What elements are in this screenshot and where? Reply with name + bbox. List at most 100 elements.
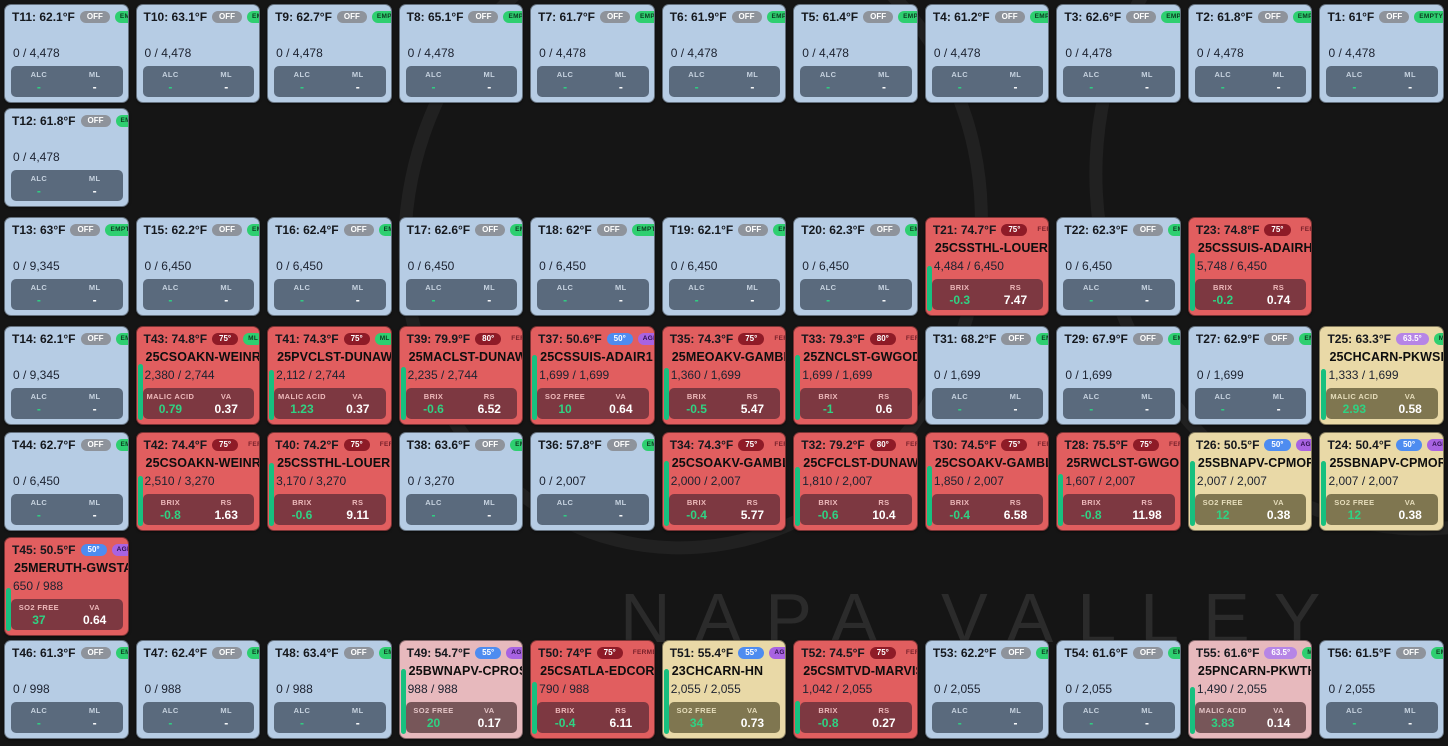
tank-card-T21[interactable]: T21: 74.7°F 75° FERMENTING 25CSSTHL-LOUER2 4… <box>924 217 1050 316</box>
stat-label: ML <box>1141 69 1153 79</box>
stat-alc: ALC - <box>11 392 67 416</box>
card-header: T44: 62.7°F OFF EMPTY <box>5 433 128 452</box>
volume-reading: 0 / 9,345 <box>13 259 60 273</box>
stat-label: ML <box>1272 391 1285 401</box>
fill-level-indicator <box>400 367 406 420</box>
status-badge: EMPTY <box>766 11 786 23</box>
temp-setpoint-pill: OFF <box>1132 646 1163 660</box>
stat-label: ML <box>88 705 101 715</box>
tank-card-T30[interactable]: T30: 74.5°F 75° FERMENTING 25CSOAKV-GAMBLEB… <box>924 432 1050 531</box>
card-header: T53: 62.2°F OFF EMPTY <box>926 641 1049 660</box>
tank-title: T9: 62.7°F <box>275 10 332 24</box>
tank-card-T32[interactable]: T32: 79.2°F 80° FERMENTING 25CFCLST-DUNAWEA… <box>793 432 918 531</box>
stats-footer: ALC - ML - <box>537 65 649 97</box>
tank-card-T33[interactable]: T33: 79.3°F 80° FERMENTING 25ZNCLST-GWGODWA… <box>793 326 918 425</box>
stat-label: ML <box>220 705 233 715</box>
stat-label: ML <box>615 69 627 79</box>
volume-reading: 0 / 2,055 <box>1328 682 1376 696</box>
tank-card-T35[interactable]: T35: 74.3°F 75° FERMENTING 25MEOAKV-GAMBLE 1… <box>661 326 787 425</box>
card-header: T28: 75.5°F 75° FERMENTING <box>1057 433 1180 452</box>
tank-card-T39[interactable]: T39: 79.9°F 80° FERMENTING 25MACLST-DUNAWEA… <box>398 326 524 425</box>
wine-lot-name: 25CSMTVD-MARVISTA <box>803 664 917 678</box>
tank-title: T17: 62.6°F <box>406 223 471 237</box>
tank-card-T37[interactable]: T37: 50.6°F 50° AGING 25CSSUIS-ADAIR1 1,699 … <box>530 326 655 425</box>
tank-card-T1[interactable]: T1: 61°F OFF EMPTY 0 / 4,478 ALC - ML - <box>1319 4 1444 103</box>
volume-reading: 2,510 / 3,270 <box>144 474 215 488</box>
stat-value: - <box>563 292 568 307</box>
tank-card-T52[interactable]: T52: 74.5°F 75° FERMENTING 25CSMTVD-MARVIST… <box>793 640 918 739</box>
volume-reading: 0 / 4,478 <box>276 46 323 60</box>
card-header: T51: 55.4°F 55° AGING <box>663 641 786 660</box>
card-header: T39: 79.9°F 80° FERMENTING <box>400 327 523 346</box>
card-header: T4: 61.2°F OFF EMPTY <box>926 5 1049 24</box>
wine-lot-name <box>926 346 1049 367</box>
stat-label: ML <box>220 69 233 79</box>
temp-setpoint-pill: 50° <box>1264 438 1291 452</box>
tank-card-T55[interactable]: T55: 61.6°F 63.5° ML 25PNCARN-PKWTHOM... 1,4… <box>1187 640 1313 739</box>
tank-card-T41[interactable]: T41: 74.3°F 75° ML 25PVCLST-DUNAWEAL 2,112 /… <box>267 326 392 425</box>
tank-card-T23[interactable]: T23: 74.8°F 75° FERMENTING 25CSSUIS-ADAIRHP… <box>1187 217 1313 316</box>
tank-card-T51[interactable]: T51: 55.4°F 55° AGING 23CHCARN-HN 2,055 / 2,… <box>661 640 787 739</box>
tank-card-T34[interactable]: T34: 74.3°F 75° FERMENTING 25CSOAKV-GAMBLEB… <box>661 432 787 531</box>
stat-so2-free: SO2 FREE 37 <box>11 603 67 627</box>
fill-level-indicator <box>532 355 538 420</box>
tank-card-T43[interactable]: T43: 74.8°F 75° ML 25CSOAKN-WEINRTB34 2,380 … <box>135 326 261 425</box>
stat-value: - <box>431 292 436 307</box>
temp-setpoint-pill: OFF <box>468 10 499 24</box>
stat-label: SO2 FREE <box>1334 497 1375 507</box>
tank-card-T49[interactable]: T49: 54.7°F 55° AGING 25BWNAPV-CPROSE 988 / … <box>398 640 524 739</box>
temp-setpoint-pill: OFF <box>80 438 111 452</box>
status-badge: EMPTY <box>378 224 391 236</box>
stat-label: ML <box>483 497 496 507</box>
tank-card-T40[interactable]: T40: 74.2°F 75° FERMENTING 25CSSTHL-LOUER1 3… <box>267 432 392 531</box>
tank-card-T25[interactable]: T25: 63.3°F 63.5° ML 25CHCARN-PKWSP 1,333 / … <box>1319 326 1444 425</box>
tank-title: T45: 50.5°F <box>12 543 76 557</box>
tank-card-T26[interactable]: T26: 50.5°F 50° AGING 25SBNAPV-CPMORGAN 2,00… <box>1187 432 1313 531</box>
tank-card-T45[interactable]: T45: 50.5°F 50° AGING 25MERUTH-GWSTAR 650 / … <box>4 537 129 636</box>
stat-label: SO2 FREE <box>676 705 717 715</box>
stat-va: VA 0.38 <box>1382 498 1438 522</box>
stat-ml: ML - <box>67 70 123 94</box>
tank-card-T28[interactable]: T28: 75.5°F 75° FERMENTING 25RWCLST-GWGODWA… <box>1056 432 1181 531</box>
tank-card-T50[interactable]: T50: 74°F 75° FERMENTING 25CSATLA-EDCORA 790… <box>530 640 655 739</box>
tank-card-T24[interactable]: T24: 50.4°F 50° AGING 25SBNAPV-CPMORGAN 2,00… <box>1319 432 1444 531</box>
status-badge: EMPTY <box>1029 11 1049 23</box>
stat-label: RS <box>220 497 232 507</box>
stat-label: ALC <box>951 69 969 79</box>
tank-card-T42[interactable]: T42: 74.4°F 75° FERMENTING 25CSOAKN-WEINRTB… <box>135 432 261 531</box>
stat-label: BRIX <box>818 497 838 507</box>
wine-lot-name: 25ZNCLST-GWGODWA... <box>803 350 917 364</box>
